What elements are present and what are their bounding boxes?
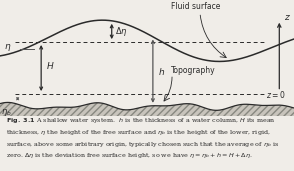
Text: $H$: $H$	[46, 60, 55, 71]
Text: $z=0$: $z=0$	[266, 89, 286, 100]
Text: Fluid surface: Fluid surface	[171, 2, 220, 11]
Text: $\Delta\eta$: $\Delta\eta$	[115, 25, 127, 38]
Text: $h$: $h$	[158, 66, 165, 77]
Text: $z$: $z$	[284, 13, 291, 22]
Text: $\eta_b$: $\eta_b$	[1, 107, 12, 118]
Text: Topography: Topography	[171, 66, 215, 75]
Text: $\mathbf{Fig.\ 3.1}$ A shallow water system.  $h$ is the thickness of a water co: $\mathbf{Fig.\ 3.1}$ A shallow water sys…	[6, 116, 279, 160]
Text: $\eta$: $\eta$	[4, 42, 11, 53]
